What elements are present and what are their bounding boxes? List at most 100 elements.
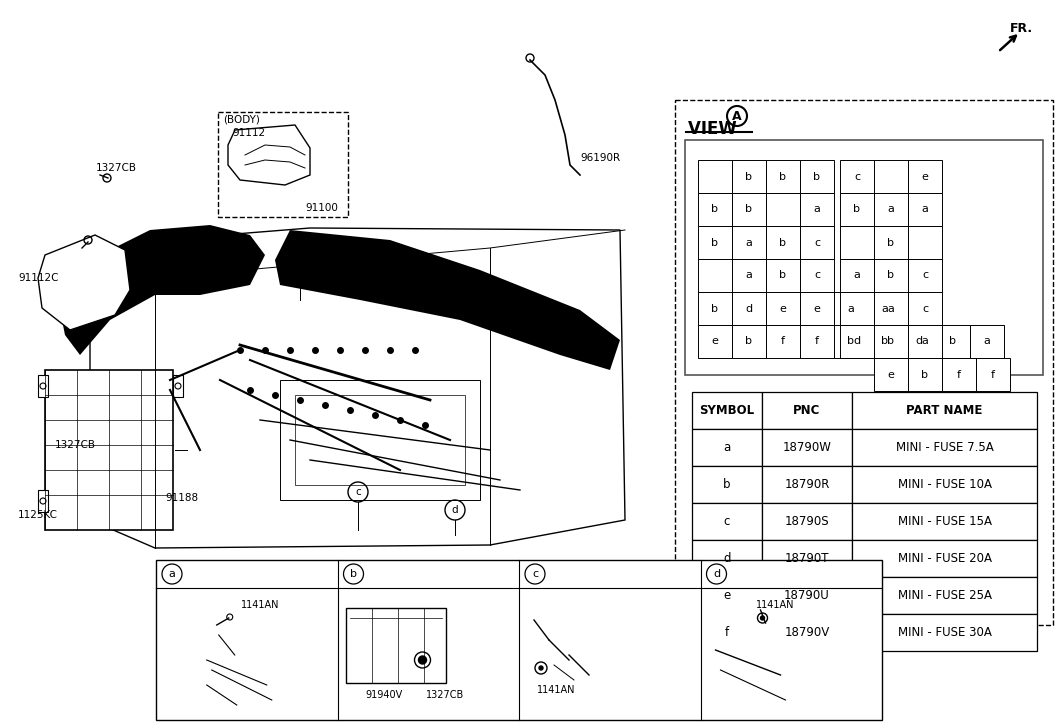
Text: 1141AN: 1141AN	[241, 600, 279, 610]
Text: 18790W: 18790W	[783, 441, 832, 454]
Bar	[692, 577, 762, 614]
Text: a: a	[888, 204, 894, 214]
Bar	[766, 193, 800, 226]
Text: a: a	[724, 441, 731, 454]
Bar	[874, 292, 908, 325]
Bar	[834, 292, 868, 325]
Text: f: f	[957, 369, 961, 379]
Bar	[698, 160, 732, 193]
Bar	[732, 259, 766, 292]
Bar	[908, 226, 942, 259]
Text: MINI - FUSE 10A: MINI - FUSE 10A	[897, 478, 991, 491]
Text: 18790T: 18790T	[785, 552, 829, 565]
Bar	[218, 112, 348, 217]
Circle shape	[539, 666, 543, 670]
Bar	[840, 160, 874, 193]
Text: MINI - FUSE 7.5A: MINI - FUSE 7.5A	[896, 441, 993, 454]
Text: c: c	[724, 515, 730, 528]
Bar	[908, 259, 942, 292]
Bar	[692, 503, 762, 540]
Bar	[732, 325, 766, 358]
Text: 1327CB: 1327CB	[96, 163, 136, 173]
Text: 91112C: 91112C	[18, 273, 58, 283]
Text: 96190R: 96190R	[580, 153, 620, 163]
Bar	[45, 370, 174, 530]
Bar	[908, 160, 942, 193]
Bar	[766, 226, 800, 259]
Bar	[732, 226, 766, 259]
Bar	[852, 466, 1037, 503]
Bar	[692, 614, 762, 651]
Bar	[766, 325, 800, 358]
Bar	[698, 193, 732, 226]
Text: d: d	[452, 505, 458, 515]
Bar	[834, 325, 868, 358]
Polygon shape	[38, 235, 130, 330]
Bar	[840, 193, 874, 226]
Bar	[936, 325, 970, 358]
Text: 91940V: 91940V	[365, 690, 403, 700]
Bar	[800, 226, 834, 259]
Bar	[800, 259, 834, 292]
Bar	[874, 226, 908, 259]
Text: b: b	[350, 569, 357, 579]
Text: b: b	[711, 238, 718, 247]
Text: c: c	[922, 270, 928, 281]
Bar	[800, 292, 834, 325]
Circle shape	[419, 656, 426, 664]
Bar	[685, 140, 1043, 375]
Text: d: d	[713, 569, 720, 579]
Bar	[840, 259, 874, 292]
Text: SYMBOL: SYMBOL	[699, 404, 754, 417]
Text: 1141AN: 1141AN	[537, 685, 576, 695]
Text: a: a	[854, 270, 860, 281]
Text: d: d	[854, 337, 860, 347]
Bar	[874, 259, 908, 292]
Text: b: b	[724, 478, 731, 491]
Text: 1327CB: 1327CB	[425, 690, 463, 700]
Text: c: c	[814, 238, 820, 247]
Text: (BODY): (BODY)	[223, 115, 260, 125]
Text: b: b	[746, 337, 752, 347]
Bar	[732, 292, 766, 325]
Bar	[975, 358, 1010, 391]
Bar	[874, 193, 908, 226]
Text: a: a	[922, 204, 929, 214]
Bar	[942, 358, 975, 391]
Text: c: c	[814, 270, 820, 281]
Text: b: b	[881, 337, 889, 347]
Text: 18790V: 18790V	[784, 626, 829, 639]
Text: 1141AN: 1141AN	[755, 600, 794, 610]
Bar	[852, 577, 1037, 614]
Text: MINI - FUSE 25A: MINI - FUSE 25A	[897, 589, 991, 602]
Bar	[762, 614, 852, 651]
Text: d: d	[915, 337, 923, 347]
Text: a: a	[297, 253, 304, 263]
Bar	[692, 392, 762, 429]
Text: e: e	[724, 589, 731, 602]
Bar	[38, 490, 48, 512]
Bar	[732, 193, 766, 226]
Bar	[908, 292, 942, 325]
Text: 1327CB: 1327CB	[55, 440, 96, 450]
Text: c: c	[355, 487, 361, 497]
Bar	[766, 292, 800, 325]
Text: c: c	[532, 569, 539, 579]
Bar	[156, 560, 882, 720]
Text: b: b	[847, 337, 855, 347]
Polygon shape	[275, 230, 620, 370]
Text: f: f	[991, 369, 995, 379]
Bar	[766, 160, 800, 193]
Bar	[692, 466, 762, 503]
Text: 18790S: 18790S	[785, 515, 829, 528]
Bar	[692, 429, 762, 466]
Bar	[698, 226, 732, 259]
Bar	[874, 325, 908, 358]
Text: 91112: 91112	[232, 128, 266, 138]
Text: c: c	[922, 303, 928, 313]
Text: b: b	[746, 172, 752, 182]
Text: b: b	[922, 369, 929, 379]
Bar	[868, 292, 902, 325]
Text: 18790R: 18790R	[784, 478, 829, 491]
Bar	[38, 375, 48, 397]
